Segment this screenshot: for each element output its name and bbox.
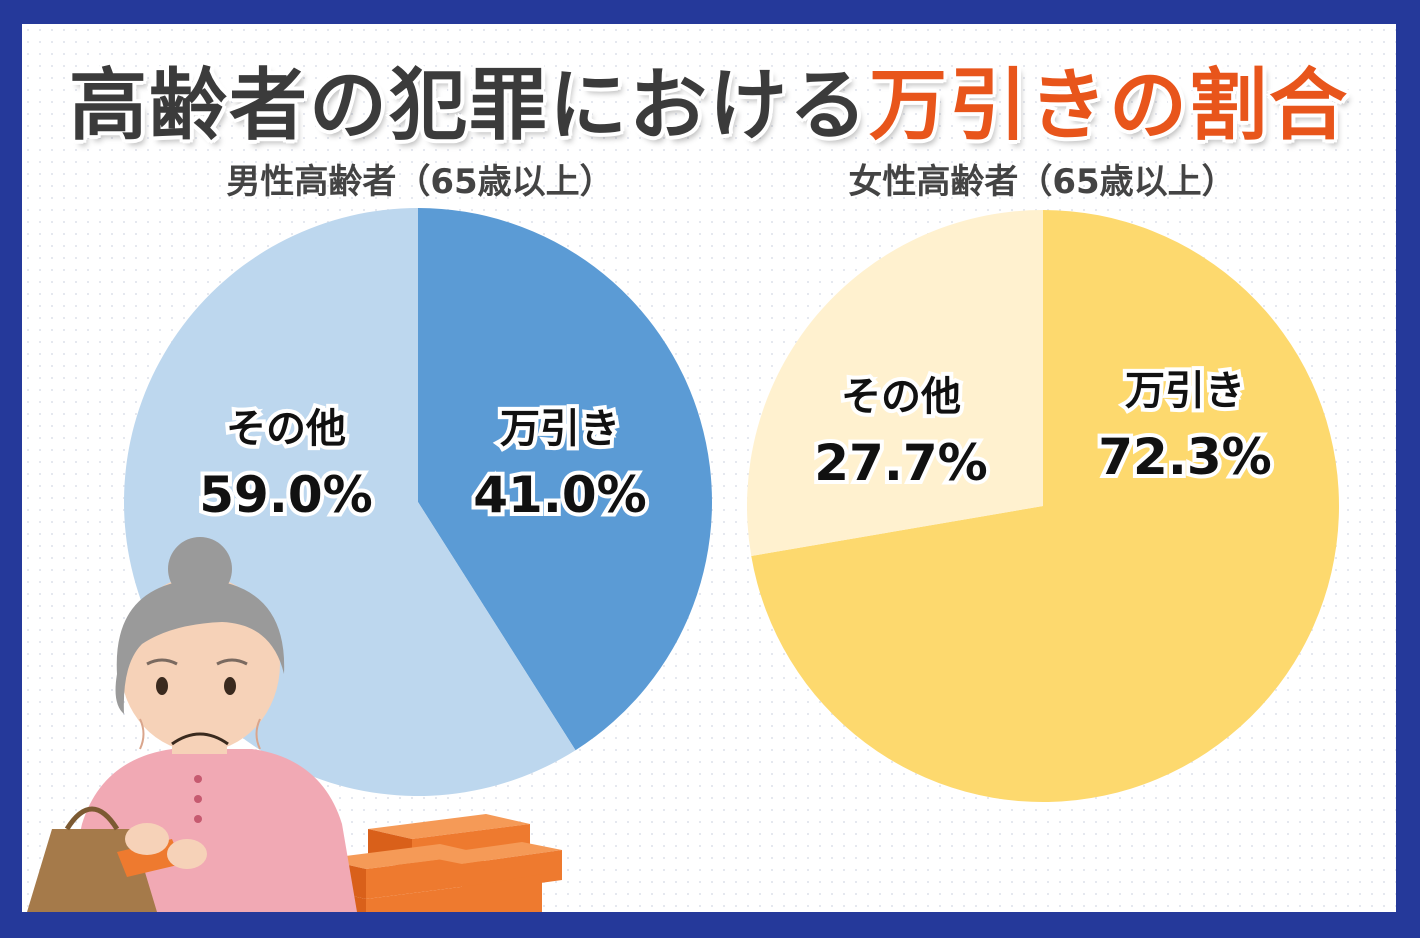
female-slice-label: 万引き (1125, 368, 1245, 414)
female-slice-value: 72.3% (1098, 428, 1271, 486)
female-pie (746, 210, 1340, 802)
female-slice-shoplifting (751, 210, 1340, 802)
male-slice-value: 41.0% (473, 466, 646, 524)
page-title: 高齢者の犯罪における 万引きの割合 (22, 44, 1396, 154)
male-slice-value: 59.0% (199, 466, 372, 524)
stacked-boxes-icon (322, 814, 562, 912)
female-slice-value: 27.7% (814, 434, 987, 492)
female-chart-title: 女性高齢者（65歳以上） (848, 162, 1236, 202)
female-slice-other (746, 210, 1043, 556)
male-slice-label: その他 (226, 406, 346, 452)
chart-panel: 高齢者の犯罪における 万引きの割合 男性高齢者（65歳以上） 女性高齢者（65歳以… (22, 24, 1396, 912)
male-chart-title: 男性高齢者（65歳以上） (226, 162, 614, 202)
female-slice-label: その他 (841, 374, 961, 420)
pie-charts-svg: 万引き 41.0% その他 59.0% 万引き 72.3% その他 27.7% (124, 208, 1340, 802)
title-main-text: 高齢者の犯罪における (68, 61, 869, 151)
male-slice-shoplifting (418, 208, 713, 751)
title-highlight-text: 万引きの割合 (869, 61, 1350, 151)
male-slice-label: 万引き (500, 406, 620, 452)
elderly-woman-shoplifting-icon (27, 537, 562, 912)
